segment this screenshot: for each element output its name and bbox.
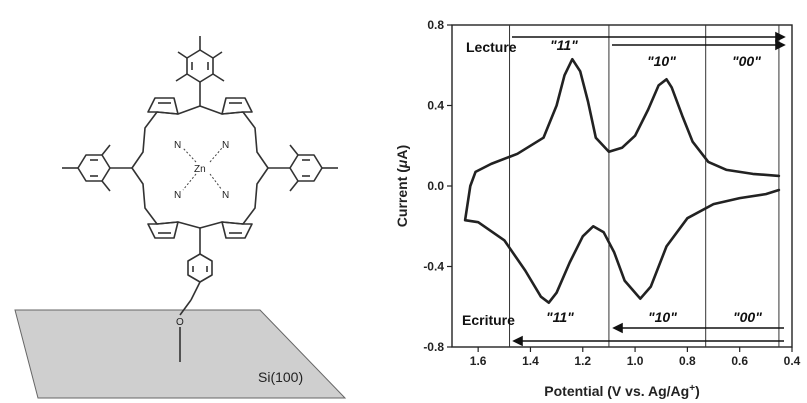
y-tick-label-0: 0.8 <box>427 18 444 32</box>
y-tick-label-3: -0.4 <box>423 260 444 274</box>
o-atom-label: O <box>176 317 184 328</box>
molecule-bonds <box>62 36 338 362</box>
write-label: Ecriture <box>462 312 515 328</box>
cyclic-voltammogram: 1.6 1.4 1.2 1.0 0.8 0.6 0.4 0.80.40.0-0.4-0.8 … <box>394 18 801 399</box>
read-label: Lecture <box>466 39 517 55</box>
zn-n-coordination-bonds <box>182 147 223 191</box>
y-tick-label-2: 0.0 <box>427 179 444 193</box>
x-tick-label-2: 1.2 <box>574 354 591 368</box>
x-tick-label-3: 1.0 <box>627 354 644 368</box>
read-state-00-label: "00" <box>732 53 761 69</box>
y-axis-title: Current (μA) <box>394 145 410 227</box>
zn-atom-label: Zn <box>194 164 206 175</box>
n-atom-label-top-right: N <box>222 140 229 151</box>
write-state-11-label: "11" <box>546 309 574 325</box>
write-state-00-label: "00" <box>733 309 762 325</box>
y-axis-ticks: 0.8 0.4 0.0 -0.4 -0.8 <box>423 18 452 354</box>
x-tick-label-0: 1.6 <box>470 354 487 368</box>
substrate-label: Si(100) <box>258 369 303 385</box>
read-arrows <box>512 31 786 51</box>
x-tick-label-6: 0.4 <box>784 354 801 368</box>
x-tick-label-5: 0.6 <box>731 354 748 368</box>
write-arrows <box>512 322 784 347</box>
cv-curve-0 <box>463 57 781 305</box>
n-atom-label-bottom-right: N <box>222 190 229 201</box>
x-tick-label-4: 0.8 <box>679 354 696 368</box>
n-atom-label-top-left: N <box>174 140 181 151</box>
state-boundary-lines <box>509 25 780 347</box>
read-state-10-label: "10" <box>647 53 676 69</box>
y-tick-label-1: 0.4 <box>427 99 444 113</box>
x-axis-ticks: 1.6 1.4 1.2 1.0 0.8 0.6 0.4 <box>470 347 801 368</box>
x-axis-title: Potential (V vs. Ag/Ag+) <box>544 383 699 400</box>
read-state-11-label: "11" <box>550 37 578 53</box>
write-state-10-label: "10" <box>648 309 677 325</box>
x-tick-label-1: 1.4 <box>522 354 539 368</box>
y-tick-label-4: -0.8 <box>423 340 444 354</box>
plot-frame <box>451 24 793 348</box>
zn-porphyrin-structure: Si(100) <box>14 36 347 399</box>
n-atom-label-bottom-left: N <box>174 190 181 201</box>
cv-series-group <box>463 57 781 305</box>
